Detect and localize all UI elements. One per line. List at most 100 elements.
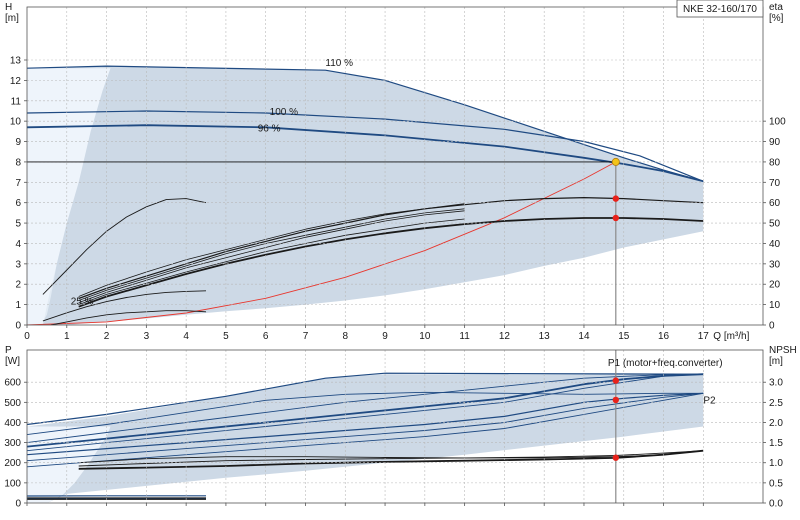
qh-xtick-13: 13 xyxy=(539,331,551,342)
chart-title: NKE 32-160/170 xyxy=(683,4,757,15)
qh-marker-1 xyxy=(612,195,619,202)
qh-series-eta-9 xyxy=(78,217,704,308)
pw-ytick-right-4: 2.0 xyxy=(769,418,783,429)
qh-ytick-left-6: 6 xyxy=(15,198,21,209)
pw-marker-1 xyxy=(612,396,619,404)
qh-ytick-right-6: 60 xyxy=(769,198,781,209)
qh-series-system-3 xyxy=(27,161,617,325)
qh-ytick-left-7: 7 xyxy=(15,178,21,189)
qh-xtick-7: 7 xyxy=(303,331,309,342)
qh-series-eta-4 xyxy=(78,197,704,300)
pw-ytick-right-1: 0.5 xyxy=(769,478,783,489)
qh-ylabel-right-1: [%] xyxy=(769,13,784,24)
pw-ytick-left-0: 0 xyxy=(15,499,21,510)
pw-ylabel-right-0: NPSH xyxy=(769,345,797,356)
qh-ytick-right-0: 0 xyxy=(769,321,775,332)
pw-ytick-left-4: 400 xyxy=(4,418,21,429)
qh-ytick-left-5: 5 xyxy=(15,219,21,230)
qh-series-eta-12 xyxy=(50,310,207,325)
qh-xtick-17: 17 xyxy=(698,331,710,342)
qh-envelope xyxy=(27,66,704,325)
qh-marker-2 xyxy=(612,214,619,222)
pw-curve-label-0: P1 (motor+freq.converter) xyxy=(608,358,723,369)
pw-ytick-right-3: 1.5 xyxy=(769,438,783,449)
qh-ytick-left-13: 13 xyxy=(10,56,22,67)
pw-ylabel-left-0: P xyxy=(5,345,12,356)
qh-curve-label-1: 100 % xyxy=(270,107,298,118)
qh-ytick-left-3: 3 xyxy=(15,259,21,270)
pw-ytick-left-6: 600 xyxy=(4,378,21,389)
qh-series-eta-11 xyxy=(42,290,207,322)
qh-xlabel: Q [m³/h] xyxy=(713,331,749,342)
pw-marker-0 xyxy=(612,377,619,384)
qh-xtick-14: 14 xyxy=(578,331,590,342)
qh-series-eta-10 xyxy=(42,198,207,295)
qh-ytick-right-4: 40 xyxy=(769,239,781,250)
pw-envelope xyxy=(27,374,704,503)
qh-xtick-9: 9 xyxy=(382,331,388,342)
qh-xtick-4: 4 xyxy=(183,331,189,342)
qh-ytick-left-8: 8 xyxy=(15,157,21,168)
qh-xtick-8: 8 xyxy=(342,331,348,342)
pw-series-p2-5 xyxy=(27,392,704,456)
qh-ylabel-left-1: [m] xyxy=(5,13,19,24)
pw-series-npsh-9 xyxy=(78,450,704,464)
qh-curve-label-0: 110 % xyxy=(325,58,353,69)
qh-xtick-11: 11 xyxy=(459,331,470,342)
qh-ylabel-left-0: H xyxy=(5,2,12,13)
qh-ytick-left-9: 9 xyxy=(15,137,21,148)
qh-envelope-overlay-1 xyxy=(27,68,111,325)
qh-panel: 110 %100 %96 %25 %0123456789101112130102… xyxy=(5,2,786,342)
qh-xtick-5: 5 xyxy=(223,331,229,342)
pw-envelope-overlay-0 xyxy=(27,426,111,503)
qh-series-qh-2 xyxy=(27,124,704,183)
qh-ylabel-right-0: eta xyxy=(769,2,783,13)
title-box xyxy=(676,0,764,18)
pw-ytick-right-0: 0.0 xyxy=(769,499,783,510)
qh-xtick-3: 3 xyxy=(144,331,150,342)
qh-ytick-right-3: 30 xyxy=(769,259,781,270)
pw-ylabel-left-1: [W] xyxy=(5,356,20,367)
pw-curve-label-1: P2 xyxy=(703,395,716,406)
qh-ytick-left-12: 12 xyxy=(10,76,22,87)
qh-xtick-10: 10 xyxy=(419,331,431,342)
qh-ytick-left-10: 10 xyxy=(10,117,22,128)
qh-xtick-6: 6 xyxy=(263,331,269,342)
qh-series-qh-1 xyxy=(27,110,704,182)
pw-ytick-left-5: 500 xyxy=(4,398,21,409)
qh-ytick-left-4: 4 xyxy=(15,239,21,250)
qh-ytick-left-11: 11 xyxy=(11,96,22,107)
qh-frame xyxy=(26,6,764,326)
qh-xtick-2: 2 xyxy=(104,331,110,342)
qh-ytick-right-7: 70 xyxy=(769,178,781,189)
qh-ytick-right-1: 10 xyxy=(769,300,781,311)
qh-xtick-1: 1 xyxy=(64,331,70,342)
pw-series-p1-0 xyxy=(27,372,704,426)
power-npsh-panel: P1 (motor+freq.converter) P2 0 100 200 300 400… xyxy=(4,345,796,510)
qh-ytick-right-2: 20 xyxy=(769,280,781,291)
qh-ytick-right-9: 90 xyxy=(769,137,781,148)
pw-ytick-left-1: 100 xyxy=(4,478,21,489)
pw-ytick-right-2: 1.0 xyxy=(769,458,783,469)
pw-ytick-left-3: 300 xyxy=(4,438,21,449)
qh-duty-point-marker xyxy=(611,157,620,166)
qh-ytick-left-0: 0 xyxy=(15,321,21,332)
qh-xtick-15: 15 xyxy=(618,331,630,342)
pw-frame xyxy=(26,349,764,504)
qh-ytick-left-1: 1 xyxy=(15,300,21,311)
qh-curve-label-2: 96 % xyxy=(258,123,281,134)
pw-ytick-right-5: 2.5 xyxy=(769,398,783,409)
pw-ytick-right-6: 3.0 xyxy=(769,378,783,389)
qh-curve-label-3: 25 % xyxy=(71,297,94,308)
qh-ytick-right-10: 100 xyxy=(769,117,786,128)
pw-ylabel-right-1: [m] xyxy=(769,356,783,367)
qh-ytick-right-8: 80 xyxy=(769,157,781,168)
qh-xtick-0: 0 xyxy=(24,331,30,342)
qh-ytick-left-2: 2 xyxy=(15,280,21,291)
pw-ytick-left-2: 200 xyxy=(4,458,21,469)
qh-xtick-12: 12 xyxy=(499,331,511,342)
pw-marker-2 xyxy=(612,454,619,461)
qh-ytick-right-5: 50 xyxy=(769,219,781,230)
qh-xtick-16: 16 xyxy=(658,331,670,342)
